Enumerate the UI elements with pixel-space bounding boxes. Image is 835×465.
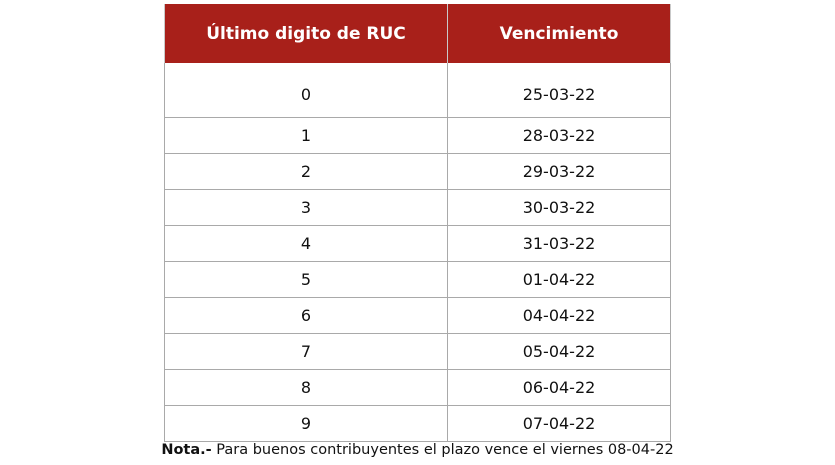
ruc-digit-cell: 8 xyxy=(164,369,448,406)
due-date-cell: 30-03-22 xyxy=(447,189,671,226)
ruc-digit-cell: 4 xyxy=(164,225,448,262)
footnote-label: Nota.- xyxy=(161,442,212,458)
due-date-cell: 06-04-22 xyxy=(447,369,671,406)
ruc-digit-cell: 1 xyxy=(164,117,448,154)
column-header-ruc-digit: Último digito de RUC xyxy=(164,4,448,63)
due-dates-table: Último digito de RUC Vencimiento 0 25-03-… xyxy=(164,4,671,442)
column-header-due-date: Vencimiento xyxy=(447,4,671,63)
due-date-cell: 01-04-22 xyxy=(447,261,671,298)
due-date-cell: 29-03-22 xyxy=(447,153,671,190)
ruc-digit-cell: 9 xyxy=(164,405,448,442)
table-row: 7 05-04-22 xyxy=(164,333,671,370)
table-row: 0 25-03-22 xyxy=(164,63,671,118)
footnote: Nota.- Para buenos contribuyentes el pla… xyxy=(0,442,835,458)
ruc-digit-cell: 7 xyxy=(164,333,448,370)
table-row: 6 04-04-22 xyxy=(164,297,671,334)
table-row: 9 07-04-22 xyxy=(164,405,671,442)
due-date-cell: 05-04-22 xyxy=(447,333,671,370)
table-header-row: Último digito de RUC Vencimiento xyxy=(164,4,671,63)
due-date-cell: 31-03-22 xyxy=(447,225,671,262)
table-row: 5 01-04-22 xyxy=(164,261,671,298)
ruc-digit-cell: 5 xyxy=(164,261,448,298)
ruc-digit-cell: 0 xyxy=(164,63,448,118)
ruc-digit-cell: 6 xyxy=(164,297,448,334)
table-row: 2 29-03-22 xyxy=(164,153,671,190)
table-row: 8 06-04-22 xyxy=(164,369,671,406)
footnote-text: Para buenos contribuyentes el plazo venc… xyxy=(216,442,674,458)
due-date-cell: 25-03-22 xyxy=(447,63,671,118)
table-row: 4 31-03-22 xyxy=(164,225,671,262)
ruc-digit-cell: 2 xyxy=(164,153,448,190)
due-date-cell: 07-04-22 xyxy=(447,405,671,442)
due-date-cell: 04-04-22 xyxy=(447,297,671,334)
ruc-digit-cell: 3 xyxy=(164,189,448,226)
table-row: 1 28-03-22 xyxy=(164,117,671,154)
due-date-cell: 28-03-22 xyxy=(447,117,671,154)
table-row: 3 30-03-22 xyxy=(164,189,671,226)
